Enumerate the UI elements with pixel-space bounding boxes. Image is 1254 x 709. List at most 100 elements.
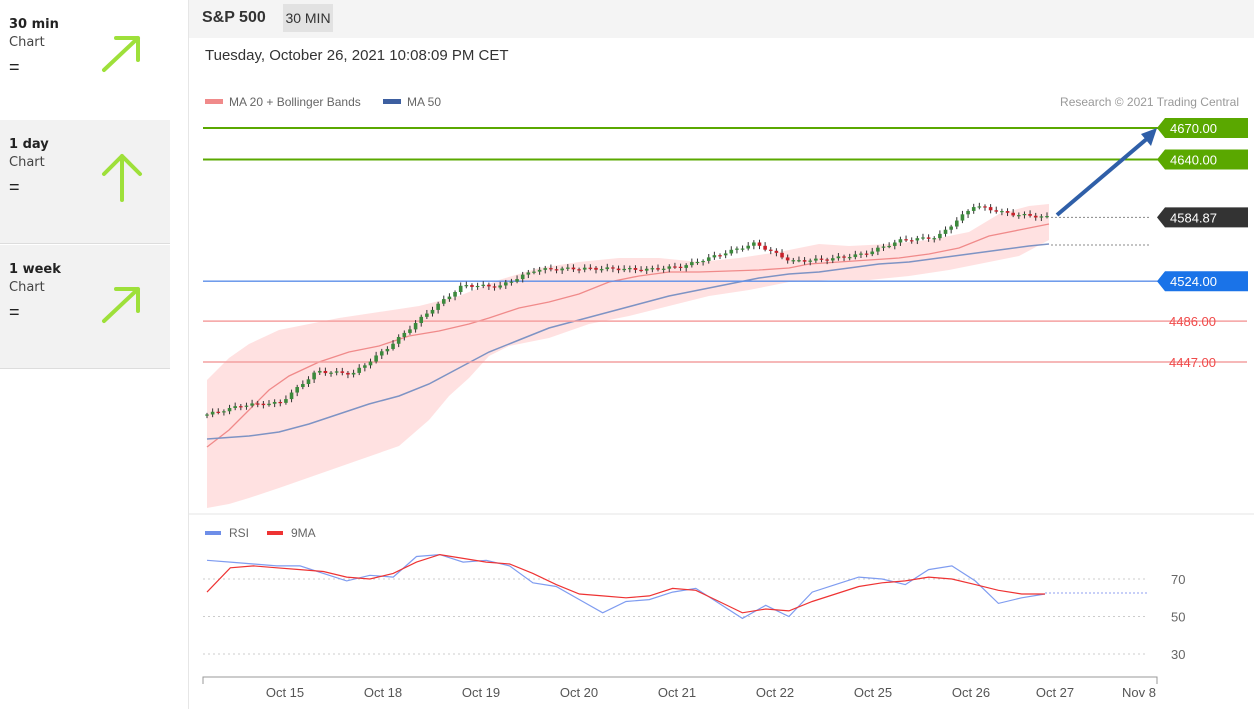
legend-label-ma50: MA 50 [407, 95, 441, 109]
candle-body [216, 411, 221, 413]
candle-body [797, 260, 801, 262]
x-tick-label: Oct 22 [756, 685, 794, 700]
candle-body [261, 403, 266, 406]
candle-body [661, 268, 666, 270]
candle-body [458, 285, 463, 293]
level-badge [1157, 271, 1248, 292]
rsi-line [206, 553, 1046, 620]
candle-body [881, 246, 886, 248]
candle-body [396, 336, 401, 344]
x-tick-label: Nov 8 [1122, 685, 1156, 700]
candle-body [419, 316, 424, 324]
timeframe-status: = [9, 57, 20, 77]
candle-body [566, 267, 570, 269]
x-axis [202, 676, 1158, 684]
candle-body [334, 371, 339, 373]
timeframe-item-1week[interactable]: 1 week Chart = [0, 245, 170, 369]
candle-body [650, 268, 655, 270]
candle-body [977, 206, 982, 208]
candle-body [340, 371, 345, 373]
timeframe-badge[interactable]: 30 MIN [283, 4, 333, 32]
candle-body [802, 260, 807, 262]
candle-body [994, 210, 999, 212]
candle-body [678, 266, 683, 268]
candle-body [453, 292, 457, 297]
candle-body [1039, 216, 1044, 218]
candle-body [611, 267, 615, 269]
level-label: 4670.00 [1170, 121, 1217, 136]
candle-body [278, 401, 283, 404]
candle-body [1011, 212, 1015, 216]
candle-body [475, 285, 480, 288]
candle-body [351, 372, 356, 375]
candle-body [430, 309, 435, 314]
timeframe-item-1day[interactable]: 1 day Chart = [0, 120, 170, 244]
level-label: 4640.00 [1170, 152, 1217, 167]
candle-body [526, 272, 531, 275]
candle-body [785, 257, 790, 261]
candle-body [988, 207, 993, 211]
timeframe-sidebar: 30 min Chart = 1 day Chart = 1 week Char… [0, 0, 170, 372]
price-chart: MA 20 + Bollinger Bands MA 50 Research ©… [189, 95, 1254, 700]
candle-body [255, 403, 260, 405]
candle-body [447, 296, 452, 300]
candle-body [1045, 216, 1049, 218]
candle-body [842, 256, 846, 258]
candle-body [441, 299, 446, 304]
candle-body [267, 403, 271, 406]
x-tick-label: Oct 18 [364, 685, 402, 700]
candle-body [481, 284, 486, 286]
timeframe-name: 1 week [9, 262, 61, 277]
legend-label-9ma: 9MA [291, 526, 316, 540]
timeframe-item-30min[interactable]: 30 min Chart = [0, 0, 170, 124]
rsi-9ma-line [206, 553, 1045, 614]
candle-body [543, 268, 548, 270]
candle-body [470, 285, 474, 287]
candle-body [487, 284, 491, 287]
candle-body [560, 268, 564, 271]
candle-body [346, 372, 350, 375]
legend-label-rsi: RSI [229, 526, 249, 540]
x-tick-label: Oct 26 [952, 685, 990, 700]
symbol-title: S&P 500 [202, 9, 266, 26]
candle-body [943, 229, 948, 234]
candle-body [515, 279, 519, 282]
candle-body [774, 250, 779, 253]
candle-body [915, 238, 920, 241]
candle-body [887, 245, 891, 248]
candle-body [329, 372, 333, 374]
candle-body [554, 269, 559, 271]
candle-body [301, 384, 305, 388]
candle-body [921, 237, 925, 239]
chart-credit: Research © 2021 Trading Central [1060, 95, 1239, 109]
chart-panel: S&P 500 30 MIN Tuesday, October 26, 2021… [188, 0, 1254, 709]
candle-body [379, 351, 384, 356]
candle-body [836, 256, 841, 259]
candle-body [819, 258, 824, 260]
candle-body [628, 268, 632, 270]
candle-body [740, 248, 745, 250]
candle-body [408, 329, 412, 333]
chart-header: S&P 500 30 MIN [189, 0, 1254, 38]
candle-body [723, 253, 728, 256]
rsi-tick-label: 30 [1171, 647, 1185, 662]
candle-body [870, 251, 875, 255]
candle-body [746, 245, 751, 249]
candle-body [791, 260, 796, 262]
candle-body [622, 268, 626, 271]
candle-body [1028, 213, 1032, 216]
legend-swatch-9ma [267, 531, 283, 535]
candle-body [954, 220, 959, 227]
candle-body [780, 252, 784, 258]
candle-body [847, 257, 852, 259]
ma50-line [206, 243, 1050, 440]
rsi-tick-label: 70 [1171, 572, 1185, 587]
candle-body [926, 237, 931, 239]
candle-body [577, 269, 581, 271]
timeframe-name: 1 day [9, 137, 49, 152]
candle-body [363, 365, 367, 368]
candle-body [932, 238, 937, 240]
candle-body [1005, 211, 1010, 213]
candle-body [413, 323, 418, 330]
target-arrow-head [1141, 128, 1157, 146]
